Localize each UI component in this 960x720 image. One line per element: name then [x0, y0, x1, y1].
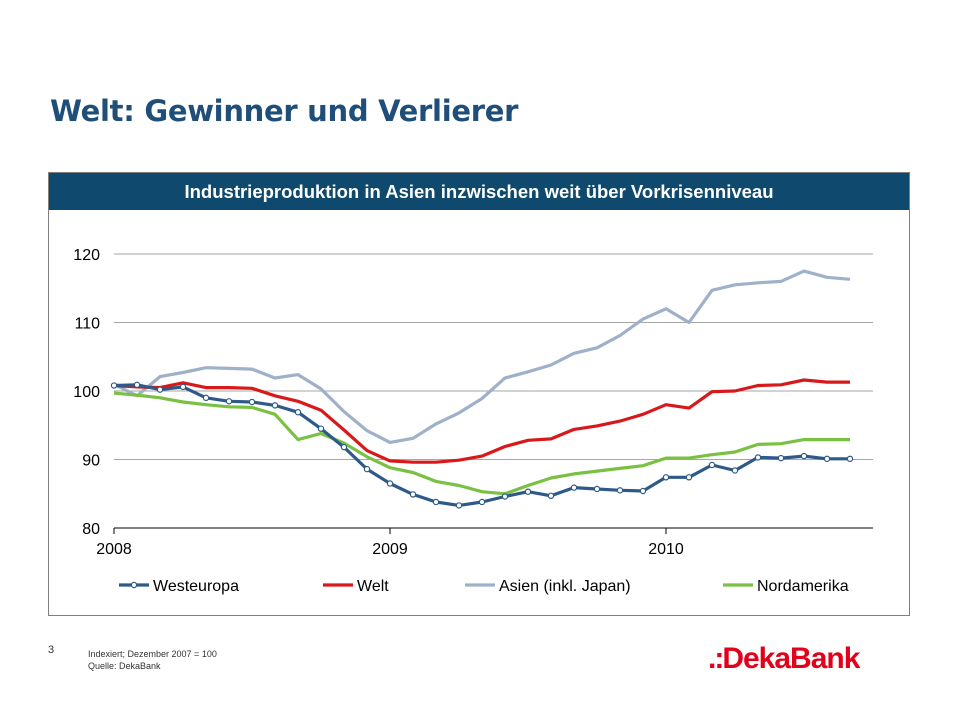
data-point	[708, 461, 716, 469]
x-tick-label: 2009	[372, 541, 408, 558]
data-point	[363, 465, 371, 473]
data-point	[225, 398, 233, 405]
y-tick-label: 100	[73, 384, 100, 401]
data-point	[340, 443, 348, 451]
data-point	[478, 498, 486, 506]
data-point	[133, 381, 141, 389]
data-point	[317, 425, 325, 432]
data-point	[409, 491, 417, 498]
slide-title: Welt: Gewinner und Verlierer	[50, 94, 519, 128]
y-tick-label: 120	[73, 247, 100, 264]
data-point	[754, 454, 762, 461]
page-number: 3	[48, 644, 55, 656]
x-tick-label: 2010	[648, 541, 684, 558]
data-point	[179, 383, 187, 391]
chart-panel: Industrieproduktion in Asien inzwischen …	[48, 172, 910, 616]
data-point	[800, 452, 808, 460]
data-point	[777, 454, 785, 462]
legend-label: Nordamerika	[757, 578, 849, 595]
data-point	[846, 455, 854, 463]
series-line-westeuropa	[113, 383, 850, 507]
data-point	[110, 382, 118, 389]
y-tick-label: 110	[74, 316, 100, 333]
legend-label: Westeuropa	[153, 578, 239, 595]
data-point	[823, 455, 831, 463]
legend-label: Asien (inkl. Japan)	[499, 578, 631, 595]
logo-prefix: .:	[708, 642, 724, 675]
data-point	[248, 398, 256, 406]
data-point	[547, 492, 555, 500]
data-point	[524, 488, 532, 495]
data-point	[386, 480, 394, 487]
y-tick-label: 90	[82, 453, 100, 470]
series-line-asien-inkl-japan-	[113, 269, 851, 444]
line-chart: 80 90 100 110 120 2008 2009 2010 Westeuropa Welt A…	[73, 247, 873, 595]
data-point	[639, 487, 647, 495]
logo-text: DekaBank	[722, 642, 860, 675]
footnote-source: Quelle: DekaBank	[88, 661, 161, 671]
data-point	[271, 402, 279, 409]
data-point	[455, 502, 463, 509]
data-point	[156, 386, 164, 393]
series-line-nordamerika	[113, 391, 850, 496]
legend-marker	[130, 581, 138, 589]
x-tick-label: 2008	[96, 541, 132, 558]
data-point	[432, 498, 440, 506]
chart-header: Industrieproduktion in Asien inzwischen …	[49, 173, 909, 210]
legend-label: Welt	[357, 578, 389, 595]
data-point	[593, 485, 601, 493]
y-tick-label: 80	[82, 521, 100, 538]
footnote-index-note: Indexiert; Dezember 2007 = 100	[88, 649, 217, 659]
series-line-welt	[113, 378, 850, 464]
data-point	[662, 474, 670, 481]
data-point	[501, 493, 509, 500]
data-point	[202, 394, 210, 402]
data-point	[616, 487, 624, 494]
data-point	[294, 409, 302, 416]
data-point	[685, 474, 693, 481]
data-point	[570, 484, 578, 491]
data-point	[731, 467, 739, 474]
dekabank-logo: .:DekaBank	[708, 642, 860, 676]
footnote: Indexiert; Dezember 2007 = 100 Quelle: D…	[88, 648, 217, 672]
